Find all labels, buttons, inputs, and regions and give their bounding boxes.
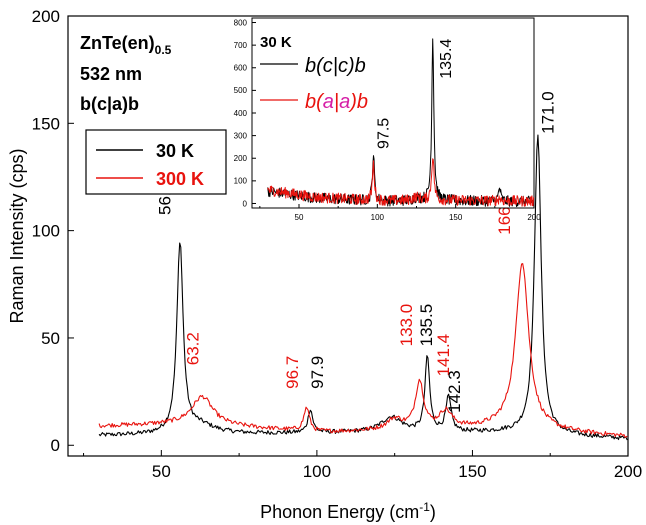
x-axis-label: Phonon Energy (cm-1) [260, 500, 436, 522]
legend-label-300k: 300 K [156, 169, 204, 189]
y-tick-label: 200 [234, 154, 248, 163]
legend-box [85, 129, 227, 195]
peak-label: 97.9 [308, 356, 327, 389]
header-line-wavelength: 532 nm [80, 64, 142, 84]
inset-legend-part: )b [346, 55, 366, 77]
inset-legend-label-aa: b(a|a)b [305, 91, 368, 113]
x-tick-label: 200 [527, 213, 541, 222]
y-tick-label: 600 [234, 64, 248, 73]
inset-legend-label-cc: b(c|c)b [305, 55, 366, 77]
x-tick-label: 100 [371, 213, 385, 222]
inset-legend-part: c [323, 55, 333, 77]
series-line-second [267, 158, 535, 207]
peak-label: 142.3 [445, 370, 464, 413]
legend-label-30k: 30 K [156, 141, 194, 161]
x-tick-label: 150 [449, 213, 463, 222]
peak-label: 171.0 [538, 91, 557, 134]
y-tick-label: 100 [32, 222, 60, 241]
y-tick-label: 500 [234, 86, 248, 95]
inset-legend-part: )b [348, 91, 368, 113]
inset-legend-part: | [334, 91, 339, 113]
peak-label: 96.7 [283, 356, 302, 389]
inset-plot-frame [251, 17, 535, 209]
inset-legend-part: b( [305, 55, 325, 77]
y-tick-label: 0 [243, 199, 248, 208]
peak-label: 135.4 [438, 39, 455, 79]
x-tick-label: 50 [152, 462, 171, 481]
x-tick-label: 200 [614, 462, 642, 481]
inset-legend-part: a [339, 91, 350, 113]
x-tick-label: 150 [458, 462, 486, 481]
header-line-geometry: b(c|a)b [80, 94, 139, 114]
inset-legend-part: a [323, 91, 334, 113]
inset-x-axis: 50 100 150 200 [259, 204, 541, 222]
series-line-second [98, 263, 628, 438]
inset-series-group [267, 38, 535, 208]
inset-peak-labels: 97.5 135.4 [375, 39, 455, 149]
y-tick-label: 400 [234, 109, 248, 118]
series-line-first [98, 134, 628, 441]
x-tick-label: 100 [303, 462, 331, 481]
main-legend: 30 K 300 K [85, 129, 227, 195]
y-axis-label: Raman Intensity (cps) [7, 148, 27, 323]
inset-legend-part: b( [305, 91, 325, 113]
inset-legend-part: c [338, 55, 348, 77]
peak-label: 141.4 [434, 334, 453, 377]
peak-label: 133.0 [397, 304, 416, 347]
inset-header: 30 K [260, 34, 292, 51]
inset-legend: b(c|c)b b(a|a)b [260, 55, 368, 113]
main-series-group [98, 134, 628, 441]
main-y-axis: 0 50 100 150 200 [32, 7, 74, 455]
inset-legend-part: | [333, 55, 338, 77]
x-tick-label: 50 [295, 213, 304, 222]
inset-plot: 0 100 200 300 400 500 600 700 800 50 100 150 200 97… [234, 17, 541, 222]
main-x-axis: 50 100 150 200 [83, 450, 642, 481]
y-tick-label: 300 [234, 131, 248, 140]
y-tick-label: 100 [234, 177, 248, 186]
y-tick-label: 50 [41, 329, 60, 348]
y-tick-label: 200 [32, 7, 60, 26]
y-tick-label: 0 [51, 436, 60, 455]
y-tick-label: 700 [234, 41, 248, 50]
peak-label: 63.2 [184, 332, 203, 365]
peak-label: 135.5 [417, 304, 436, 347]
y-tick-label: 150 [32, 114, 60, 133]
header-line-sample: ZnTe(en)0.5 [80, 33, 172, 57]
inset-y-axis: 0 100 200 300 400 500 600 700 800 [234, 18, 256, 208]
y-tick-label: 800 [234, 18, 248, 27]
peak-label: 97.5 [375, 118, 392, 149]
